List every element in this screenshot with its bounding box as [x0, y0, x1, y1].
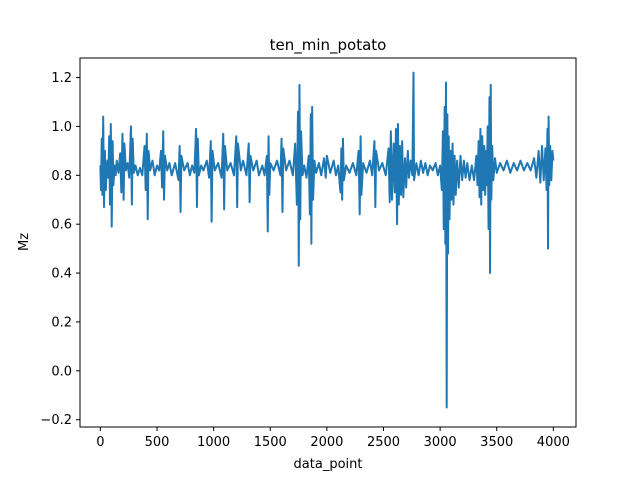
x-tick-label: 4000 [537, 435, 570, 450]
y-tick-label: 0.6 [51, 218, 72, 233]
y-axis-label: Mz [17, 233, 32, 251]
chart-title: ten_min_potato [270, 36, 387, 55]
y-tick-label: 0.4 [51, 267, 72, 282]
x-axis-label: data_point [294, 457, 363, 472]
y-tick-label: 0.2 [51, 315, 72, 330]
y-axis-ticks: −0.2 0.0 0.2 0.4 0.6 0.8 1.0 1.2 [40, 71, 80, 428]
x-tick-label: 500 [145, 435, 170, 450]
y-tick-label: −0.2 [40, 413, 72, 428]
series-line-0 [99, 71, 555, 409]
plot-area [99, 71, 555, 409]
x-tick-label: 1000 [197, 435, 230, 450]
x-tick-label: 1500 [254, 435, 287, 450]
x-tick-label: 2500 [367, 435, 400, 450]
x-axis-ticks: 0 500 1000 1500 2000 2500 3000 3500 4000 [96, 427, 570, 450]
y-tick-label: 0.0 [51, 364, 72, 379]
y-tick-label: 0.8 [51, 169, 72, 184]
x-tick-label: 3500 [480, 435, 513, 450]
axes-frame [79, 57, 577, 428]
y-tick-label: 1.0 [51, 120, 72, 135]
x-tick-label: 0 [96, 435, 104, 450]
x-tick-label: 3000 [424, 435, 457, 450]
x-tick-label: 2000 [310, 435, 343, 450]
y-tick-label: 1.2 [51, 71, 72, 86]
